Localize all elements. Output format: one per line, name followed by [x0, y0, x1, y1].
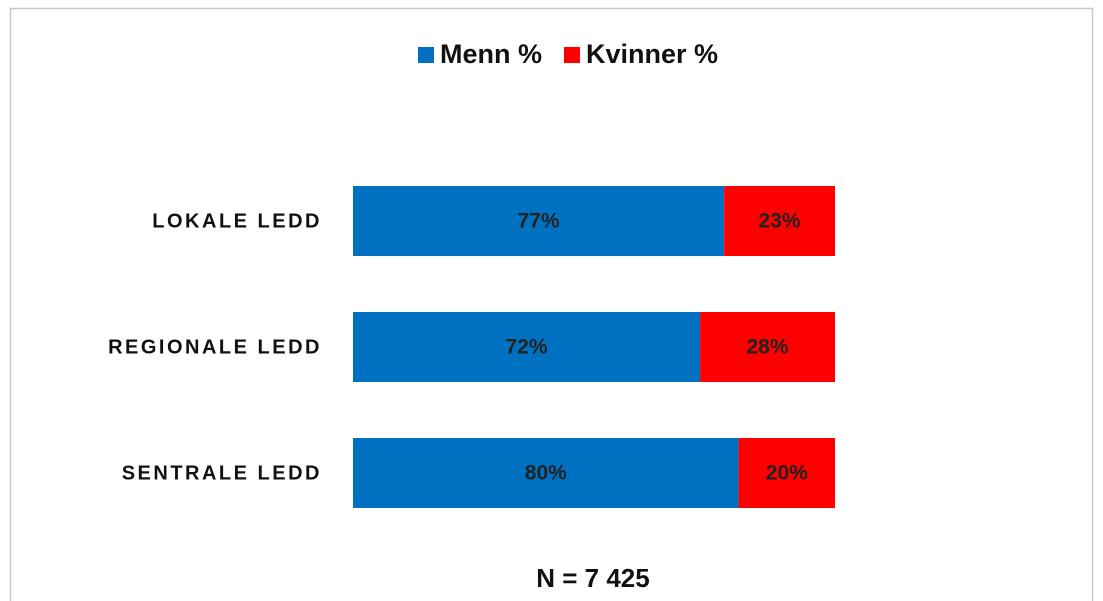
y-tick-label: REGIONALE LEDD [108, 336, 322, 358]
data-label: 20% [766, 462, 808, 485]
chart-border [9, 7, 1094, 601]
data-label: 77% [518, 210, 560, 233]
data-label: 23% [759, 210, 801, 233]
y-tick-label: SENTRALE LEDD [122, 462, 322, 484]
data-label: 80% [525, 462, 567, 485]
legend-label: Menn % [440, 39, 542, 69]
bar-segment [353, 438, 739, 508]
legend-swatch [417, 47, 434, 63]
data-label: 28% [747, 336, 789, 359]
annotation: N = 7 425 [536, 563, 649, 593]
bar-segment [353, 186, 725, 256]
y-tick-label: LOKALE LEDD [152, 210, 322, 232]
legend-label: Kvinner % [586, 39, 718, 69]
bar-segment [724, 186, 835, 256]
bar-segment [700, 312, 835, 382]
data-label: 72% [506, 336, 548, 359]
legend-swatch [563, 47, 580, 63]
bar-segment [353, 312, 701, 382]
bar-segment [738, 438, 835, 508]
